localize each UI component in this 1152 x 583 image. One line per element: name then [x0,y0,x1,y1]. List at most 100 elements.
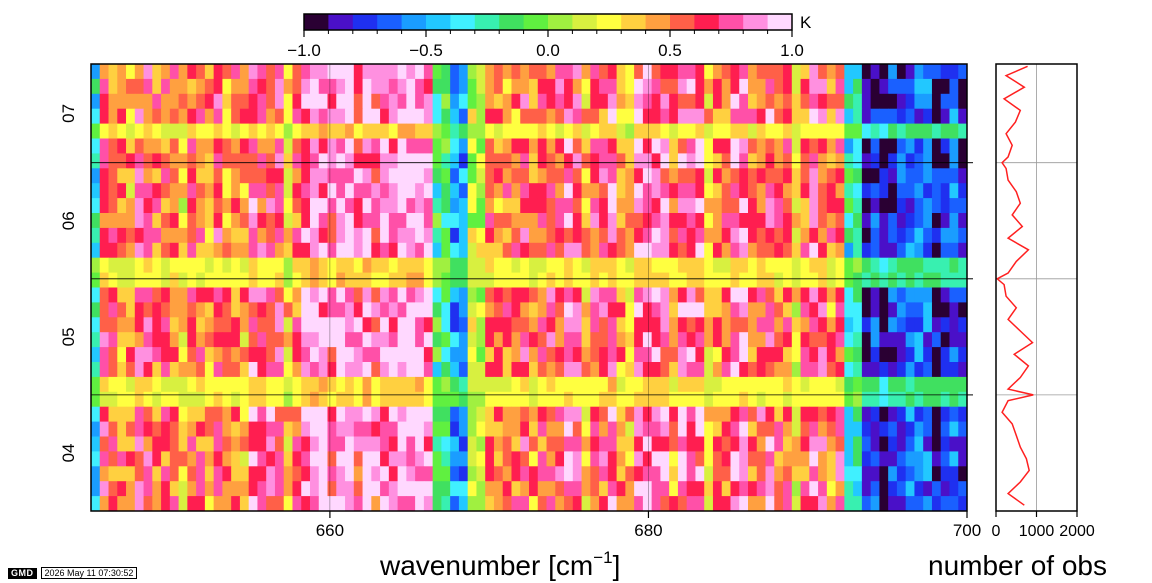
heatmap-cell [660,78,670,95]
heatmap-cell [178,123,188,139]
heatmap-cell [91,302,101,318]
heatmap-cell [257,153,267,169]
heatmap-cell [826,123,836,139]
heatmap-cell [283,78,293,95]
heatmap-cell [721,272,731,288]
heatmap-cell [949,272,959,288]
heatmap-cell [520,213,530,229]
heatmap-cell [546,78,556,95]
heatmap-cell [353,466,363,482]
heatmap-cell [406,376,416,393]
heatmap-cell [476,183,486,199]
heatmap-cell [257,213,267,229]
heatmap-cell [388,332,398,348]
heatmap-cell [292,168,302,184]
heatmap-cell [336,436,346,452]
heatmap-cell [388,391,398,408]
heatmap-cell [117,64,127,80]
heatmap-cell [239,481,250,497]
heatmap-cell [353,257,363,273]
heatmap-cell [686,302,696,318]
heatmap-cell [564,153,574,169]
heatmap-cell [169,466,179,482]
heatmap-cell [423,257,434,273]
heatmap-cell [362,272,372,288]
heatmap-cell [765,168,775,184]
heatmap-cell [345,466,355,482]
heatmap-cell [660,347,670,363]
heatmap-cell [712,64,723,80]
heatmap-cell [310,168,320,184]
heatmap-cell [529,168,539,184]
heatmap-cell [651,496,661,512]
heatmap-row [91,481,968,497]
heatmap-cell [345,123,355,139]
heatmap-cell [178,183,188,199]
heatmap-cell [791,347,801,363]
heatmap-cell [310,213,320,229]
heatmap-cell [257,406,267,422]
heatmap-cell [791,466,801,482]
heatmap-cell [774,272,784,288]
heatmap-cell [686,257,696,273]
heatmap-cell [239,183,250,199]
heatmap-cell [616,436,626,452]
heatmap-cell [853,183,863,199]
heatmap-cell [187,168,197,184]
heatmap-cell [756,287,766,303]
heatmap-cell [520,391,530,408]
heatmap-cell [721,406,731,422]
heatmap-cell [134,376,144,393]
heatmap-cell [117,347,127,363]
heatmap-cell [765,93,775,110]
heatmap-cell [134,421,144,437]
heatmap-cell [958,242,968,259]
heatmap-cell [572,168,582,184]
heatmap-cell [931,451,942,467]
heatmap-cell [721,257,731,273]
heatmap-cell [476,317,486,333]
heatmap-cell [169,287,179,303]
heatmap-cell [791,332,801,348]
heatmap-cell [362,64,372,80]
heatmap-cell [616,138,626,154]
heatmap-cell [371,257,381,273]
heatmap-cell [134,496,144,512]
heatmap-cell [406,347,416,363]
heatmap-cell [826,421,836,437]
heatmap-cell [345,257,355,273]
heatmap-cell [292,108,302,124]
heatmap-cell [222,332,232,348]
heatmap-cell [739,138,749,154]
heatmap-cell [853,168,863,184]
heatmap-cell [222,466,232,482]
heatmap-cell [625,302,635,318]
heatmap-cell [266,451,276,467]
heatmap-cell [914,227,924,244]
heatmap-cell [485,436,495,452]
heatmap-cell [695,332,705,348]
heatmap-cell [283,481,293,497]
heatmap-cell [362,466,372,482]
heatmap-cell [660,496,670,512]
heatmap-row [91,213,968,229]
heatmap-cell [712,183,723,199]
heatmap-cell [686,272,696,288]
heatmap-cell [397,317,407,333]
heatmap-cell [362,317,372,333]
heatmap-cell [949,332,959,348]
heatmap-cell [739,227,749,244]
heatmap-cell [905,64,915,80]
heatmap-cell [336,272,346,288]
heatmap-cell [660,362,670,378]
heatmap-cell [248,481,258,497]
heatmap-cell [292,242,302,259]
heatmap-cell [458,481,469,497]
colorbar-cell [328,14,354,30]
heatmap-cell [388,198,398,214]
heatmap-cell [502,78,512,95]
heatmap-cell [765,436,775,452]
heatmap-cell [283,332,293,348]
heatmap-cell [861,168,872,184]
heatmap-row [91,123,968,139]
